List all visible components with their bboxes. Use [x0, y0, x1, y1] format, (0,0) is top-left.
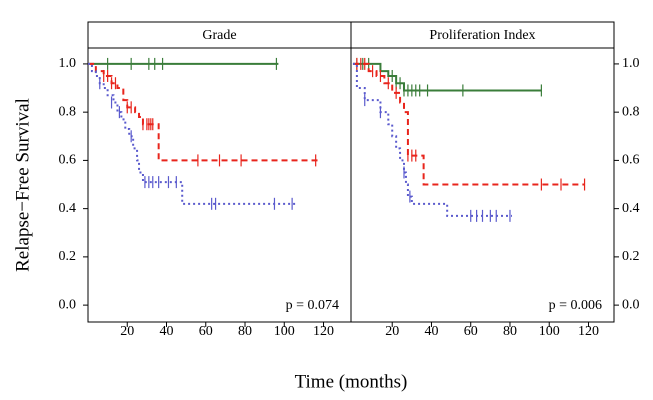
y-tick-label: 0.2 [622, 249, 640, 264]
x-tick-label: 60 [199, 324, 213, 339]
x-tick-label: 120 [313, 324, 334, 339]
survival-curve [88, 62, 297, 205]
x-tick-label: 60 [464, 324, 478, 339]
x-tick-label: 20 [120, 324, 134, 339]
survival-curve [352, 62, 512, 217]
strip [350, 21, 615, 49]
x-axis-label: Time (months) [295, 371, 408, 392]
plot-frame [350, 47, 615, 323]
panel-title: Grade [202, 28, 236, 43]
y-tick-label: 0.6 [59, 153, 77, 168]
p-value: p = 0.074 [286, 298, 339, 313]
x-tick-label: 120 [578, 324, 599, 339]
survival-curve [88, 62, 318, 162]
y-tick-label: 1.0 [59, 56, 77, 71]
y-tick-label: 0.8 [622, 104, 640, 119]
y-tick-label: 0.0 [59, 297, 77, 312]
x-tick-label: 80 [238, 324, 252, 339]
panel-title: Proliferation Index [429, 28, 535, 43]
y-tick-label: 0.4 [59, 201, 77, 216]
y-tick-label: 0.4 [622, 201, 640, 216]
x-tick-label: 40 [424, 324, 438, 339]
x-tick-label: 100 [274, 324, 295, 339]
strip [87, 21, 352, 49]
y-tick-label: 1.0 [622, 56, 640, 71]
x-tick-label: 80 [503, 324, 517, 339]
survival-curve [352, 62, 542, 92]
plot-frame [87, 47, 352, 323]
y-tick-label: 0.2 [59, 249, 77, 264]
y-axis-label: Relapse−Free Survival [12, 98, 33, 272]
x-tick-label: 100 [539, 324, 560, 339]
y-tick-label: 0.8 [59, 104, 77, 119]
x-tick-label: 20 [385, 324, 399, 339]
y-tick-label: 0.0 [622, 297, 640, 312]
x-tick-label: 40 [160, 324, 174, 339]
p-value: p = 0.006 [549, 298, 602, 313]
y-tick-label: 0.6 [622, 153, 640, 168]
